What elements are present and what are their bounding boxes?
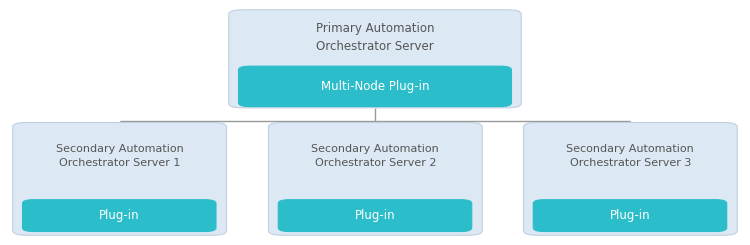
FancyBboxPatch shape (268, 122, 482, 235)
FancyBboxPatch shape (22, 200, 216, 232)
Text: Secondary Automation
Orchestrator Server 2: Secondary Automation Orchestrator Server… (311, 144, 440, 168)
Text: Secondary Automation
Orchestrator Server 1: Secondary Automation Orchestrator Server… (56, 144, 184, 168)
Text: Plug-in: Plug-in (610, 209, 650, 222)
FancyBboxPatch shape (524, 122, 737, 235)
Text: Plug-in: Plug-in (355, 209, 395, 222)
FancyBboxPatch shape (533, 200, 727, 232)
FancyBboxPatch shape (238, 66, 512, 107)
Text: Multi-Node Plug-in: Multi-Node Plug-in (321, 80, 429, 93)
FancyBboxPatch shape (13, 122, 226, 235)
Text: Secondary Automation
Orchestrator Server 3: Secondary Automation Orchestrator Server… (566, 144, 694, 168)
FancyBboxPatch shape (278, 200, 472, 232)
Text: Plug-in: Plug-in (99, 209, 140, 222)
Text: Primary Automation
Orchestrator Server: Primary Automation Orchestrator Server (316, 23, 434, 53)
FancyBboxPatch shape (229, 10, 521, 108)
